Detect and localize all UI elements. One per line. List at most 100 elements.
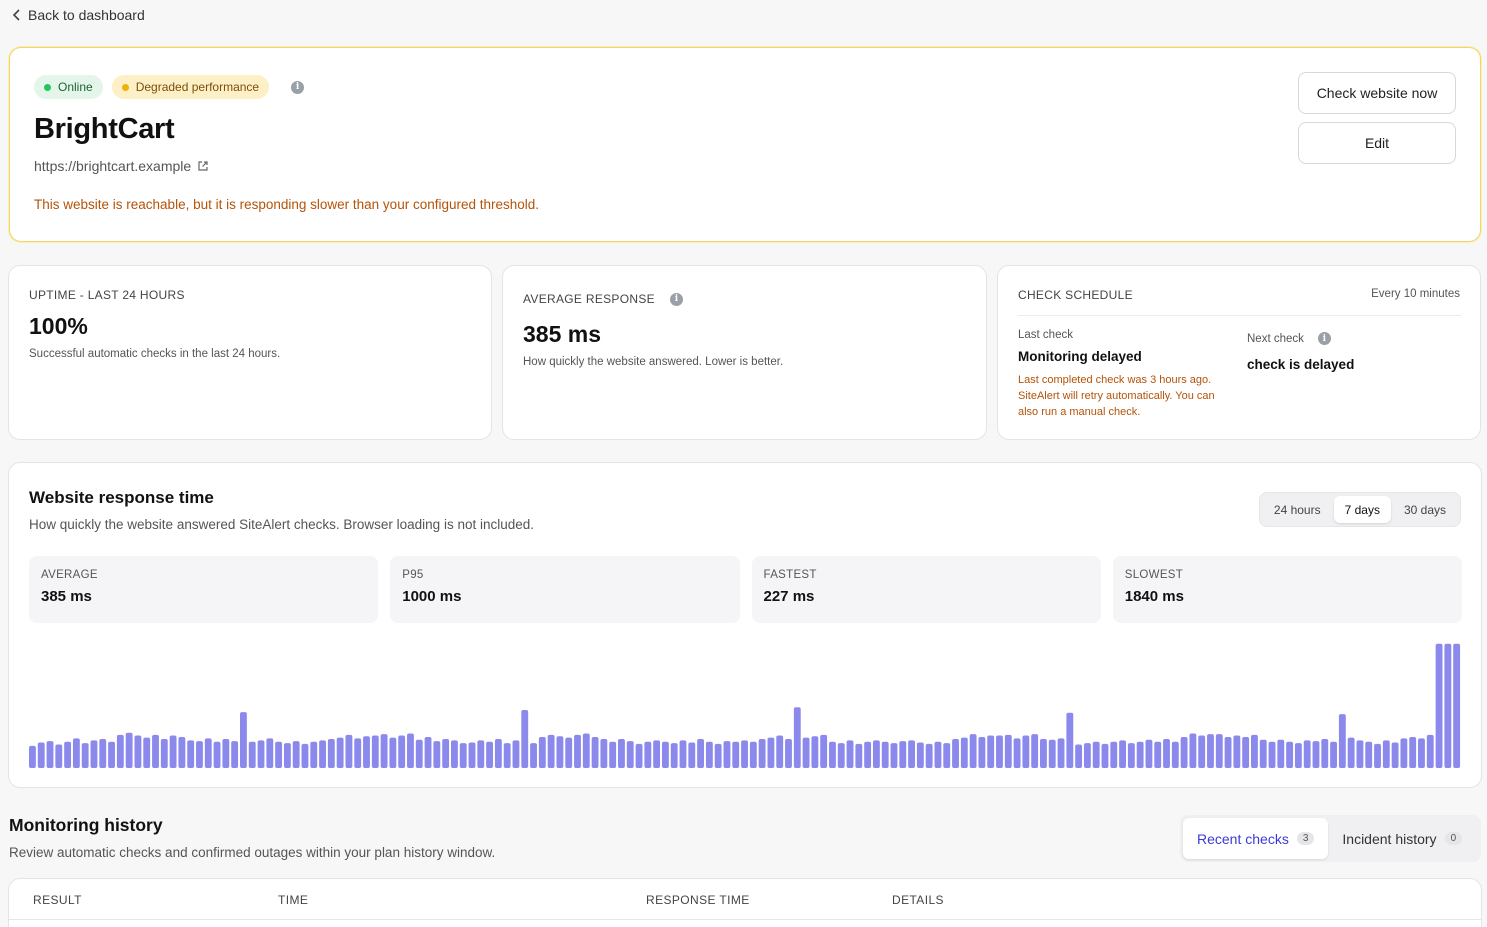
- response-bar[interactable]: [1136, 741, 1144, 768]
- response-bar[interactable]: [776, 735, 784, 768]
- response-bar[interactable]: [723, 741, 731, 768]
- response-bar[interactable]: [785, 739, 792, 768]
- response-bar[interactable]: [1119, 740, 1126, 768]
- response-bar[interactable]: [99, 739, 107, 768]
- response-bar[interactable]: [371, 735, 379, 768]
- response-bar[interactable]: [635, 743, 643, 768]
- response-bar[interactable]: [1268, 741, 1276, 768]
- tab-recent-checks[interactable]: Recent checks 3: [1183, 818, 1329, 859]
- response-bar[interactable]: [1163, 739, 1170, 768]
- response-bar[interactable]: [108, 741, 115, 768]
- response-bar[interactable]: [881, 741, 889, 768]
- response-bar[interactable]: [1453, 643, 1461, 768]
- response-bar[interactable]: [626, 741, 634, 768]
- info-icon[interactable]: i: [1317, 332, 1331, 345]
- column-time[interactable]: TIME: [278, 893, 309, 907]
- response-bar[interactable]: [1215, 734, 1223, 768]
- response-bar[interactable]: [1418, 738, 1425, 768]
- column-response-time[interactable]: RESPONSE TIME: [646, 893, 750, 907]
- response-bar[interactable]: [1066, 712, 1074, 768]
- response-bar[interactable]: [468, 742, 476, 768]
- response-bar[interactable]: [503, 743, 511, 768]
- response-bar[interactable]: [1127, 743, 1135, 768]
- response-bar[interactable]: [732, 741, 740, 768]
- response-bar[interactable]: [969, 734, 977, 768]
- response-bar[interactable]: [64, 741, 72, 768]
- response-bar[interactable]: [1154, 741, 1162, 768]
- response-bar[interactable]: [327, 739, 335, 768]
- response-bar[interactable]: [1031, 734, 1039, 768]
- response-bar[interactable]: [459, 743, 467, 768]
- response-bar[interactable]: [644, 741, 652, 768]
- response-bar[interactable]: [415, 739, 423, 768]
- response-bar[interactable]: [1286, 741, 1294, 768]
- response-bar[interactable]: [90, 740, 98, 768]
- response-bar[interactable]: [442, 739, 450, 768]
- site-url-link[interactable]: https://brightcart.example: [34, 158, 209, 174]
- range-24-hours[interactable]: 24 hours: [1273, 502, 1321, 517]
- response-bar[interactable]: [908, 740, 915, 768]
- response-bar[interactable]: [538, 736, 546, 768]
- range-30-days[interactable]: 30 days: [1403, 502, 1446, 517]
- response-bar[interactable]: [1207, 734, 1214, 768]
- response-bar[interactable]: [1365, 741, 1373, 768]
- response-bar[interactable]: [433, 741, 441, 768]
- column-details[interactable]: DETAILS: [892, 893, 944, 907]
- response-bar[interactable]: [1233, 735, 1241, 768]
- response-bar[interactable]: [187, 740, 195, 768]
- response-bar[interactable]: [925, 743, 933, 768]
- response-bar[interactable]: [987, 735, 995, 768]
- response-bar[interactable]: [1321, 739, 1329, 768]
- response-bar[interactable]: [1312, 741, 1320, 768]
- response-bar[interactable]: [1382, 740, 1390, 768]
- response-bar[interactable]: [1374, 743, 1381, 768]
- response-bar[interactable]: [802, 737, 810, 768]
- response-bar[interactable]: [811, 736, 819, 768]
- response-bar[interactable]: [1004, 734, 1012, 768]
- response-bar[interactable]: [899, 741, 907, 768]
- response-bar[interactable]: [1426, 734, 1434, 768]
- response-bar[interactable]: [1259, 739, 1267, 768]
- response-bar[interactable]: [1198, 735, 1206, 768]
- response-bar[interactable]: [996, 735, 1003, 768]
- response-bar[interactable]: [1347, 737, 1355, 768]
- response-bar[interactable]: [389, 737, 397, 768]
- response-bar[interactable]: [152, 734, 159, 768]
- response-bar[interactable]: [741, 740, 748, 768]
- response-bar[interactable]: [486, 741, 494, 768]
- response-bar[interactable]: [336, 737, 344, 768]
- info-icon[interactable]: i: [291, 80, 305, 94]
- response-bar[interactable]: [72, 738, 80, 768]
- response-bar[interactable]: [609, 741, 617, 768]
- response-bar[interactable]: [125, 732, 133, 768]
- response-bar[interactable]: [1101, 743, 1109, 768]
- response-bar[interactable]: [424, 736, 432, 768]
- response-bar[interactable]: [257, 740, 265, 768]
- response-bar[interactable]: [1391, 742, 1399, 768]
- response-bar[interactable]: [1435, 643, 1443, 768]
- response-bar[interactable]: [547, 734, 555, 768]
- response-bar[interactable]: [1171, 741, 1179, 768]
- response-bar[interactable]: [275, 741, 283, 768]
- range-7-days[interactable]: 7 days: [1333, 496, 1391, 523]
- response-bar[interactable]: [705, 741, 713, 768]
- response-bar[interactable]: [169, 735, 177, 768]
- response-bar[interactable]: [697, 739, 705, 768]
- response-bar[interactable]: [239, 712, 247, 768]
- response-bar[interactable]: [310, 741, 318, 768]
- response-bar[interactable]: [143, 737, 151, 768]
- edit-button[interactable]: Edit: [1298, 122, 1456, 164]
- back-to-dashboard-link[interactable]: Back to dashboard: [12, 7, 145, 23]
- response-bar[interactable]: [1013, 738, 1021, 768]
- response-bar[interactable]: [1189, 733, 1197, 768]
- response-bar[interactable]: [978, 736, 986, 768]
- response-bar[interactable]: [213, 741, 221, 768]
- response-bar[interactable]: [767, 737, 775, 768]
- response-bar[interactable]: [81, 743, 89, 768]
- response-bar[interactable]: [380, 734, 388, 768]
- response-bar[interactable]: [1330, 741, 1337, 768]
- response-bar[interactable]: [354, 738, 362, 768]
- response-bar[interactable]: [477, 740, 485, 768]
- response-bar[interactable]: [793, 707, 801, 768]
- response-bar[interactable]: [1444, 643, 1452, 768]
